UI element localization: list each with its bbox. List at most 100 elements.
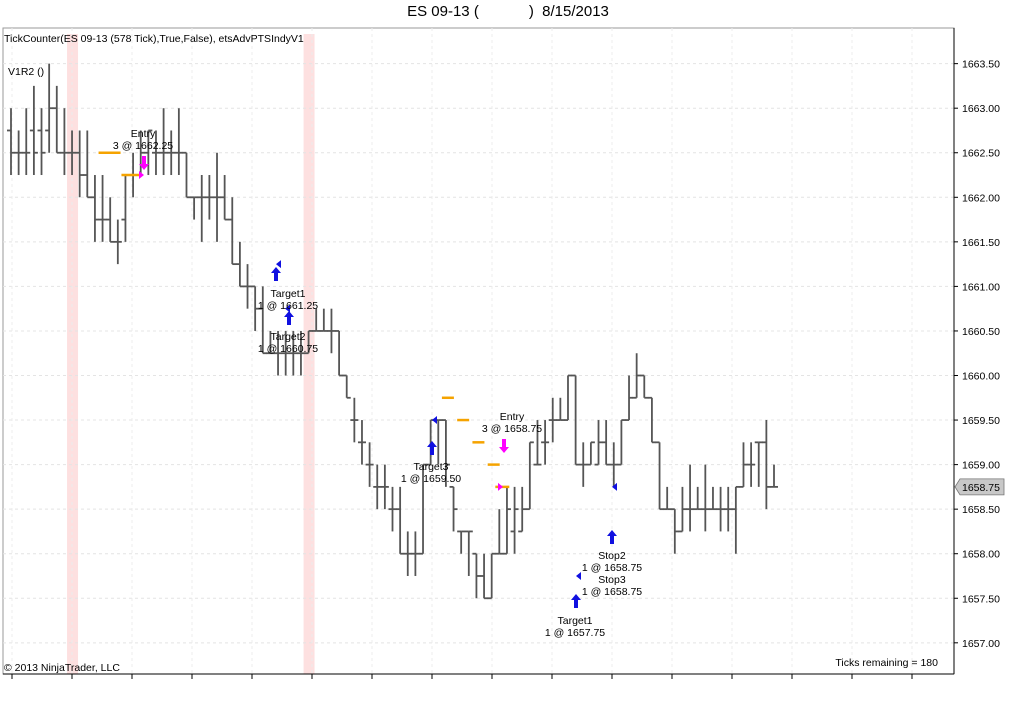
ohlc-bar (525, 441, 534, 511)
ohlc-bar (640, 374, 649, 399)
ohlc-bar (190, 196, 199, 220)
buy-arrow-icon (571, 594, 581, 608)
current-price-marker: 1658.75 (954, 478, 1005, 496)
ohlc-bar (151, 130, 160, 176)
ohlc-bar (602, 420, 611, 466)
ohlc-bar (495, 509, 504, 555)
fill-marker-icon (498, 482, 503, 491)
ohlc-bar (533, 420, 542, 466)
ohlc-bar (770, 464, 778, 488)
ohlc-bar (647, 396, 656, 444)
ticks-remaining-label: Ticks remaining = 180 (835, 657, 938, 669)
ohlc-bar (632, 353, 641, 399)
ohlc-bar (289, 330, 298, 376)
ohlc-bar (197, 175, 206, 242)
fill-marker-icon (576, 571, 581, 580)
x-axis (3, 673, 954, 679)
ohlc-bar (60, 108, 69, 176)
ohlc-bar (113, 219, 122, 265)
ohlc-bar (251, 285, 260, 331)
ohlc-bar (182, 151, 191, 199)
ohlc-bar (75, 130, 84, 198)
trade-annotation: 1 @ 1660.75 (258, 343, 318, 355)
ohlc-bar (419, 463, 428, 555)
ohlc-bar (396, 486, 405, 555)
ohlc-bar (68, 130, 77, 176)
fill-marker-icon (432, 416, 437, 425)
fill-marker-icon (612, 482, 617, 491)
ohlc-bar (266, 330, 275, 355)
ohlc-bars (7, 63, 778, 600)
ohlc-bar (29, 85, 38, 176)
ohlc-bar (563, 374, 572, 421)
fill-marker-icon (276, 260, 281, 269)
ohlc-bar (365, 442, 374, 487)
highlight-band-0 (67, 34, 79, 674)
trade-arrows (139, 156, 617, 608)
ohlc-bar (327, 308, 336, 354)
ohlc-bar (609, 442, 618, 487)
y-tick-label: 1662.00 (962, 192, 1000, 204)
buy-arrow-icon (271, 267, 281, 281)
trade-annotation: 3 @ 1658.75 (482, 423, 542, 435)
buy-arrow-icon (284, 311, 294, 325)
trade-annotation: 3 @ 1662.25 (113, 140, 173, 152)
ohlc-bar (510, 486, 519, 554)
ohlc-bar (693, 486, 702, 511)
sell-arrow-icon (499, 439, 509, 453)
ohlc-bar (373, 464, 382, 510)
trade-annotation: Stop2 (598, 550, 626, 562)
ohlc-bar (205, 175, 214, 220)
ohlc-bar (319, 308, 328, 332)
ohlc-bar (541, 420, 550, 465)
ohlc-bar (571, 374, 580, 466)
plot-area[interactable] (2, 27, 955, 675)
ohlc-bar (281, 330, 290, 376)
trade-annotation: 1 @ 1659.50 (401, 473, 461, 485)
ohlc-bar (708, 486, 717, 511)
ohlc-bar (548, 397, 557, 443)
ohlc-bar (754, 441, 763, 487)
ohlc-bar (52, 85, 61, 154)
ohlc-bar (167, 130, 176, 176)
current-price-label: 1658.75 (962, 482, 1000, 494)
trade-annotation: Target3 (413, 461, 448, 473)
ohlc-bar (243, 264, 252, 309)
trade-annotation: Entry (500, 411, 525, 423)
ohlc-bar (220, 175, 229, 221)
y-tick-label: 1663.50 (962, 59, 1000, 71)
buy-arrow-icon (607, 530, 617, 544)
y-tick-label: 1659.00 (962, 460, 1000, 472)
trade-annotation: Entry (131, 128, 156, 140)
trade-annotation: Stop3 (598, 574, 626, 586)
ohlc-bar (258, 286, 267, 355)
ohlc-bar (22, 108, 31, 176)
ohlc-bar (90, 175, 99, 242)
ohlc-bar (7, 108, 15, 176)
ohlc-bar (724, 486, 733, 532)
ohlc-bar (274, 330, 283, 376)
ohlc-bar (235, 241, 244, 288)
trade-annotation: 1 @ 1661.25 (258, 300, 318, 312)
strategy-label: V1R2 () (8, 66, 44, 78)
buy-arrow-icon (427, 441, 437, 455)
ohlc-bar (449, 485, 458, 532)
ohlc-bar (83, 130, 92, 199)
ohlc-bar (380, 464, 389, 510)
fill-marker-icon (285, 304, 290, 313)
ohlc-bar (304, 330, 313, 355)
ohlc-bar (441, 419, 450, 487)
highlight-bands (67, 34, 315, 674)
ohlc-bar (686, 464, 695, 532)
y-tick-label: 1660.00 (962, 371, 1000, 383)
y-tick-label: 1657.00 (962, 638, 1000, 650)
trade-annotation: Target1 (557, 615, 592, 627)
ohlc-bar (670, 508, 679, 554)
y-tick-label: 1658.50 (962, 504, 1000, 516)
y-tick-label: 1662.50 (962, 148, 1000, 160)
trade-annotation: Target2 (270, 331, 305, 343)
ohlc-bar (586, 441, 595, 466)
y-tick-label: 1661.00 (962, 281, 1000, 293)
